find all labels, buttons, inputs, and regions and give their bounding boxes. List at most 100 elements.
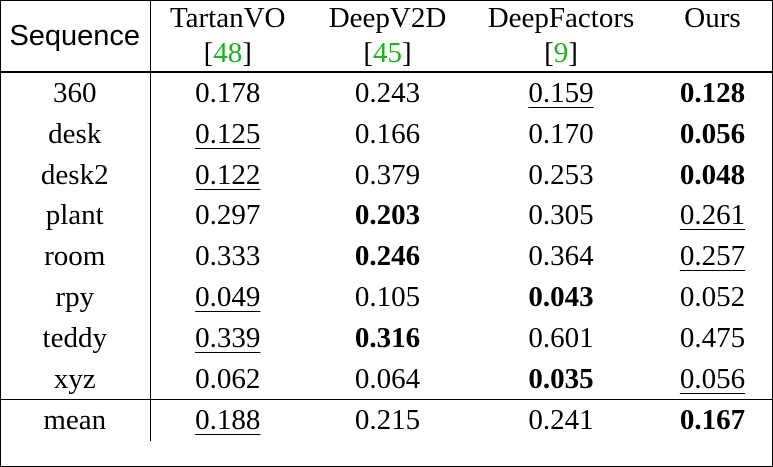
metric-value: 0.364 [528, 240, 594, 273]
table-body: 360 0.178 0.243 0.159 0.128 desk 0.125 0.166 0.1… [0, 72, 773, 442]
metric-value: 0.128 [679, 77, 746, 109]
metric-cell: 0.048 [652, 155, 773, 196]
sequence-label: mean [0, 399, 151, 442]
metric-value: 0.043 [528, 280, 594, 313]
metric-value: 0.062 [195, 362, 261, 395]
metric-cell: 0.246 [305, 236, 470, 277]
column-header-deepfactors: DeepFactors [470, 0, 652, 36]
citation-tartanvo: [48] [150, 36, 305, 73]
metric-cell: 0.167 [652, 399, 773, 442]
column-header-deepv2d: DeepV2D [305, 0, 470, 36]
metric-value: 0.064 [354, 362, 421, 395]
citation-deepv2d: [45] [305, 36, 470, 73]
metric-value: 0.601 [528, 321, 594, 354]
metric-cell: 0.043 [470, 277, 652, 318]
metric-value: 0.052 [679, 280, 746, 313]
table-row: 360 0.178 0.243 0.159 0.128 [0, 72, 773, 114]
citation-link[interactable]: 45 [373, 37, 402, 69]
metric-value: 0.178 [195, 77, 261, 109]
metric-cell: 0.333 [150, 236, 305, 277]
metric-cell: 0.379 [305, 155, 470, 196]
table-row: rpy 0.049 0.105 0.043 0.052 [0, 276, 773, 318]
metric-cell: 0.049 [150, 277, 305, 318]
metric-value: 0.035 [528, 362, 594, 395]
metric-value: 0.253 [528, 158, 594, 191]
sequence-label: desk [0, 113, 151, 155]
sequence-label: plant [0, 195, 151, 237]
metric-value: 0.297 [195, 199, 261, 232]
table-row: room 0.333 0.246 0.364 0.257 [0, 236, 773, 277]
metric-value: 0.241 [528, 404, 594, 437]
metric-cell: 0.241 [470, 399, 652, 442]
metric-value: 0.475 [679, 321, 746, 354]
metric-value: 0.049 [195, 280, 261, 313]
sequence-label: 360 [0, 72, 151, 114]
citation-link[interactable]: 48 [213, 37, 243, 69]
citation-ours-empty [652, 36, 773, 73]
metric-cell: 0.062 [150, 359, 305, 400]
metric-cell: 0.305 [470, 195, 652, 236]
sequence-label: xyz [0, 358, 151, 400]
metric-cell: 0.122 [150, 155, 305, 196]
metric-cell: 0.601 [470, 318, 652, 359]
table-row: teddy 0.339 0.316 0.601 0.475 [0, 317, 773, 359]
column-header-ours: Ours [652, 0, 773, 36]
summary-row: mean 0.188 0.215 0.241 0.167 [0, 399, 773, 442]
metric-cell: 0.364 [470, 236, 652, 277]
sequence-label: desk2 [0, 154, 151, 196]
metric-cell: 0.125 [150, 114, 305, 155]
metric-value: 0.125 [195, 117, 261, 150]
table-row: plant 0.297 0.203 0.305 0.261 [0, 195, 773, 237]
metric-cell: 0.257 [652, 236, 773, 277]
metric-value: 0.056 [679, 362, 746, 395]
metric-value: 0.167 [679, 404, 746, 437]
metric-value: 0.305 [528, 199, 594, 232]
metric-cell: 0.297 [150, 195, 305, 236]
metric-cell: 0.056 [652, 359, 773, 400]
metric-value: 0.246 [354, 240, 421, 273]
metric-cell: 0.475 [652, 318, 773, 359]
metric-cell: 0.052 [652, 277, 773, 318]
metric-cell: 0.261 [652, 195, 773, 236]
metric-value: 0.166 [354, 117, 421, 150]
metric-cell: 0.128 [652, 72, 773, 114]
sequence-label: room [0, 236, 151, 277]
metric-value: 0.243 [354, 77, 421, 109]
sequence-label: teddy [0, 317, 151, 359]
metric-value: 0.188 [195, 404, 261, 437]
metric-cell: 0.035 [470, 359, 652, 400]
table-header: Sequence TartanVO DeepV2D DeepFactors Ou… [0, 0, 773, 73]
metric-cell: 0.166 [305, 114, 470, 155]
citation-link[interactable]: 9 [553, 37, 569, 69]
metric-value: 0.261 [679, 199, 746, 232]
metric-value: 0.215 [354, 404, 421, 437]
metric-value: 0.257 [679, 240, 746, 273]
metric-value: 0.056 [679, 117, 746, 150]
metric-cell: 0.243 [305, 72, 470, 114]
metric-value: 0.379 [354, 158, 421, 191]
metric-value: 0.339 [195, 321, 261, 354]
metric-value: 0.105 [354, 280, 421, 313]
metric-cell: 0.215 [305, 399, 470, 442]
metric-cell: 0.203 [305, 195, 470, 236]
column-header-tartanvo: TartanVO [150, 0, 305, 36]
metric-value: 0.170 [528, 117, 594, 150]
metric-value: 0.122 [195, 158, 261, 191]
sequence-label: rpy [0, 276, 151, 318]
citation-deepfactors: [9] [470, 36, 652, 73]
table-row: desk2 0.122 0.379 0.253 0.048 [0, 154, 773, 196]
metric-cell: 0.170 [470, 114, 652, 155]
metric-cell: 0.253 [470, 155, 652, 196]
metric-value: 0.333 [195, 240, 261, 273]
metric-value: 0.316 [354, 321, 421, 354]
sequence-column-header: Sequence [0, 0, 151, 73]
metric-cell: 0.105 [305, 277, 470, 318]
table-row: desk 0.125 0.166 0.170 0.056 [0, 113, 773, 155]
metric-value: 0.203 [354, 199, 421, 232]
metric-cell: 0.178 [150, 72, 305, 114]
table-row: xyz 0.062 0.064 0.035 0.056 [0, 358, 773, 400]
metric-cell: 0.316 [305, 318, 470, 359]
metric-value: 0.048 [679, 158, 746, 191]
metric-cell: 0.188 [150, 399, 305, 442]
metric-cell: 0.064 [305, 359, 470, 400]
